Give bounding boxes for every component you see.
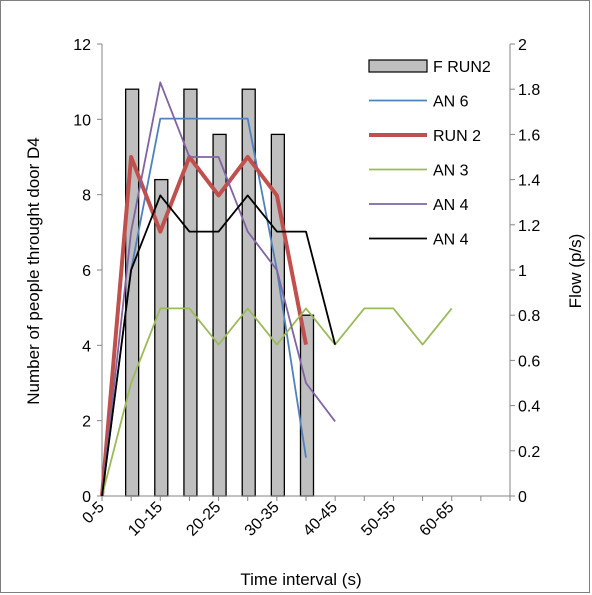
y2-tick-label: 2 <box>518 37 527 54</box>
y2-tick-label: 0.6 <box>518 353 540 370</box>
legend-background <box>365 43 503 250</box>
y2-tick-label: 0.8 <box>518 308 540 325</box>
x-tick-label: 20-25 <box>183 499 224 540</box>
x-tick-label: 50-55 <box>358 499 399 540</box>
y-axis-title: Number of people throught door D4 <box>24 137 43 404</box>
y2-tick-label: 1 <box>518 263 527 280</box>
y2-tick-label: 1.8 <box>518 82 540 99</box>
axes-layer <box>97 43 515 501</box>
y-tick-label: 4 <box>82 338 91 355</box>
y-tick-label: 8 <box>82 188 91 205</box>
bars-layer <box>124 88 315 497</box>
x-tick-label: 40-45 <box>300 499 341 540</box>
y2-tick-label: 1.2 <box>518 218 540 235</box>
legend-label: AN 3 <box>433 163 469 180</box>
y-tick-label: 0 <box>82 489 91 506</box>
y-tick-label: 6 <box>82 263 91 280</box>
legend-label: AN 4 <box>433 232 469 249</box>
legend-label: F RUN2 <box>433 59 491 76</box>
x-tick-label: 60-65 <box>417 499 458 540</box>
series-line-an-6-0 <box>101 117 307 497</box>
y2-tick-label: 0.4 <box>518 399 540 416</box>
x-tick-label: 10-15 <box>125 499 166 540</box>
y-tick-label: 2 <box>82 414 91 431</box>
series-line-run-2-1 <box>100 155 308 497</box>
series-line-an-3-2 <box>101 307 453 497</box>
legend-label: RUN 2 <box>433 128 481 145</box>
x-axis-title: Time interval (s) <box>240 570 361 589</box>
y2-tick-label: 0.2 <box>518 444 540 461</box>
legend-swatch-bar <box>368 59 428 73</box>
y2-tick-label: 0 <box>518 489 527 506</box>
y2-axis-title: Flow (p/s) <box>566 234 585 309</box>
legend-label: AN 6 <box>433 94 469 111</box>
lines-layer <box>100 81 453 497</box>
y2-tick-label: 1.6 <box>518 127 540 144</box>
legend-label: AN 4 <box>433 197 469 214</box>
legend: F RUN2 AN 6 RUN 2 AN 3 AN 4 AN 4 <box>365 43 503 250</box>
y2-tick-label: 1.4 <box>518 173 540 190</box>
y-tick-label: 12 <box>73 37 91 54</box>
series-line-an-4-4 <box>101 194 336 497</box>
x-tick-label: 30-35 <box>242 499 283 540</box>
series-line-an-4-3 <box>101 81 336 497</box>
y-tick-label: 10 <box>73 112 91 129</box>
